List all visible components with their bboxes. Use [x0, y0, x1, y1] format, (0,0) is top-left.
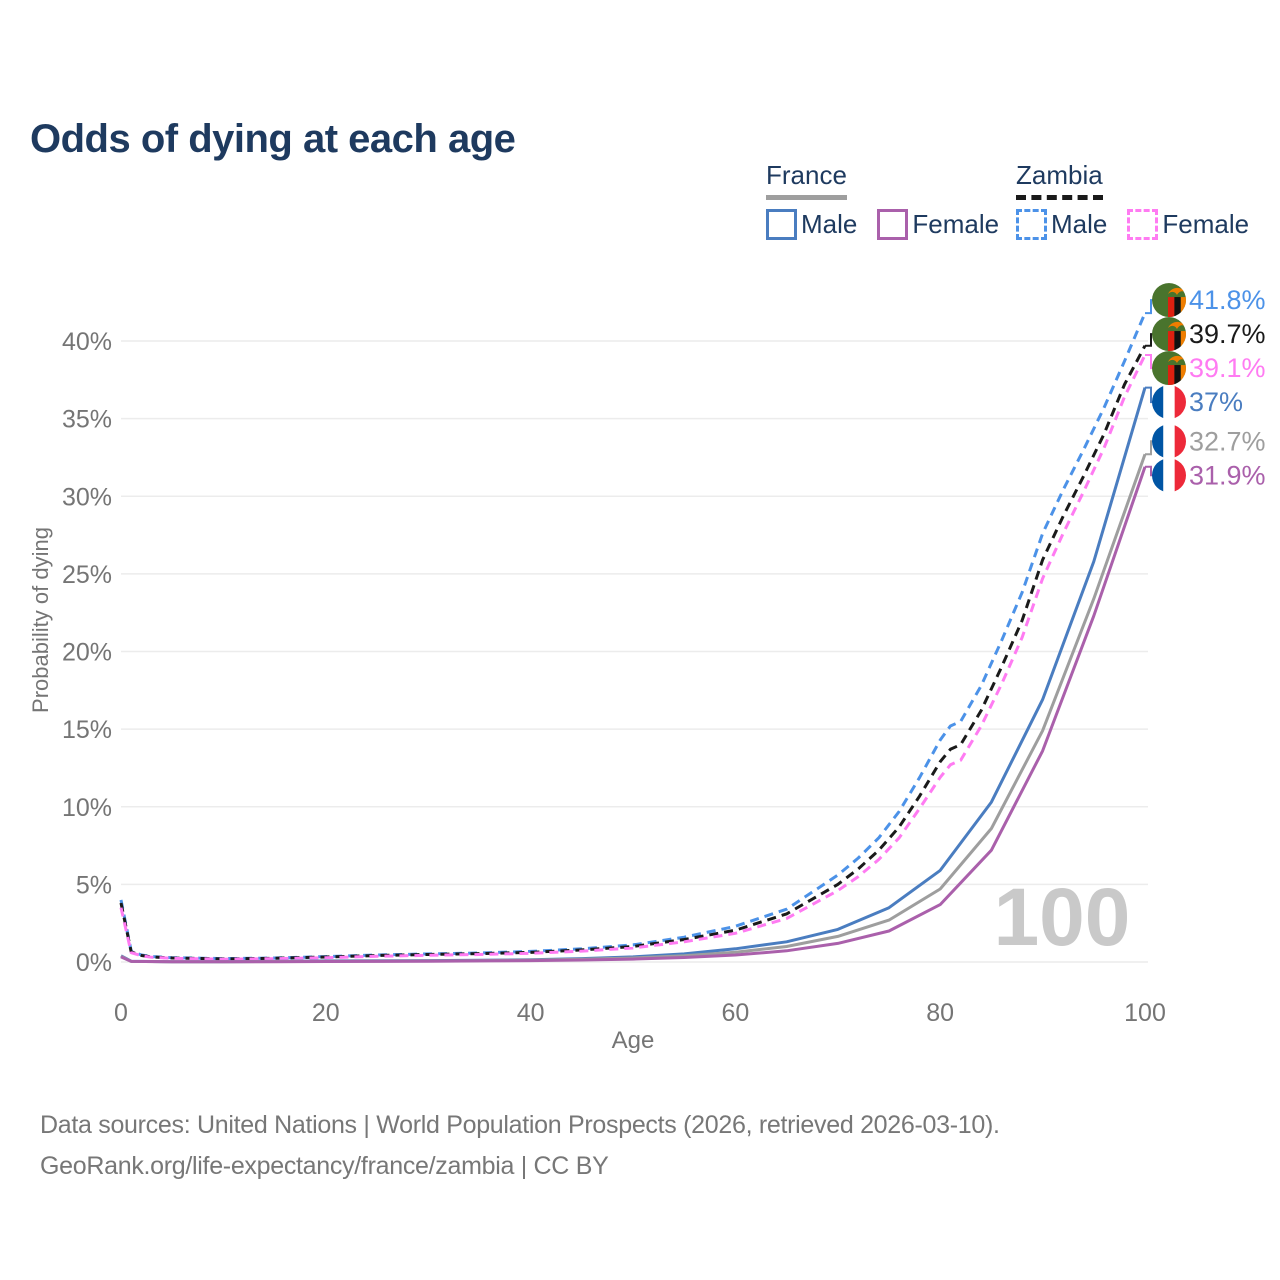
legend-label: Male	[801, 209, 858, 239]
x-tick-label: 20	[312, 999, 340, 1027]
y-tick-label: 25%	[62, 561, 112, 589]
x-tick-label: 80	[926, 999, 954, 1027]
y-tick-label: 10%	[62, 794, 112, 822]
france-flag-icon	[1152, 458, 1186, 493]
end-value-label-zambia-both: 39.7%	[1189, 319, 1266, 349]
data-sources-footer: Data sources: United Nations | World Pop…	[40, 1105, 1000, 1187]
x-tick-label: 100	[1124, 999, 1166, 1027]
legend-item-france-female[interactable]: Female	[877, 209, 999, 240]
end-value-label-france-both: 32.7%	[1189, 426, 1266, 456]
france-male-swatch[interactable]	[766, 209, 797, 240]
zambia-male-swatch[interactable]	[1016, 209, 1047, 240]
series-line-zambia-male	[119, 312, 1147, 961]
x-axis-title: Age	[612, 1027, 655, 1054]
legend-country-france[interactable]: France	[766, 160, 847, 200]
page-title: Odds of dying at each age	[30, 116, 516, 161]
y-tick-label: 35%	[62, 406, 112, 434]
legend-item-zambia-female[interactable]: Female	[1127, 209, 1249, 240]
y-tick-label: 30%	[62, 483, 112, 511]
y-tick-label: 40%	[62, 328, 112, 356]
legend-label: Female	[912, 209, 1000, 239]
legend-group-france: France Male Female	[766, 160, 999, 240]
legend-label: Female	[1162, 209, 1250, 239]
france-flag-icon	[1152, 385, 1186, 420]
series-line-zambia-both	[119, 344, 1147, 961]
y-axis-title: Probability of dying	[28, 527, 53, 713]
x-tick-label: 60	[721, 999, 749, 1027]
legend-country-zambia[interactable]: Zambia	[1016, 160, 1103, 200]
legend-group-zambia: Zambia Male Female	[1016, 160, 1249, 240]
france-female-swatch[interactable]	[877, 209, 909, 240]
legend-item-zambia-male[interactable]: Male	[1016, 209, 1107, 240]
x-tick-label: 40	[517, 999, 545, 1027]
y-tick-label: 5%	[76, 871, 112, 899]
zambia-flag-icon	[1152, 351, 1186, 386]
series-line-zambia-female	[119, 354, 1147, 961]
series-line-france-male	[120, 387, 1147, 964]
y-tick-label: 15%	[62, 716, 112, 744]
zambia-flag-icon	[1152, 317, 1186, 352]
footer-line-2: GeoRank.org/life-expectancy/france/zambi…	[40, 1152, 609, 1180]
legend-row-zambia: Male Female	[1016, 209, 1249, 240]
y-tick-label: 0%	[76, 949, 112, 977]
footer-line-1: Data sources: United Nations | World Pop…	[40, 1111, 1000, 1139]
legend-row-france: Male Female	[766, 209, 999, 240]
series-line-france-female	[120, 466, 1147, 964]
end-value-label-zambia-female: 39.1%	[1189, 353, 1266, 383]
zambia-eagle	[1168, 287, 1186, 296]
zambia-flag-icon	[1152, 283, 1186, 318]
legend-label: Male	[1051, 209, 1108, 239]
legend-item-france-male[interactable]: Male	[766, 209, 857, 240]
end-value-label-zambia-male: 41.8%	[1189, 285, 1266, 315]
y-tick-label: 20%	[62, 639, 112, 667]
x-tick-label: 0	[114, 999, 128, 1027]
zambia-female-swatch[interactable]	[1127, 209, 1159, 240]
france-flag-icon	[1152, 424, 1186, 459]
zambia-eagle	[1168, 321, 1186, 330]
age-watermark: 100	[994, 872, 1131, 963]
zambia-eagle	[1168, 355, 1186, 364]
end-value-label-france-female: 31.9%	[1189, 460, 1266, 490]
end-value-label-france-male: 37%	[1189, 387, 1243, 417]
